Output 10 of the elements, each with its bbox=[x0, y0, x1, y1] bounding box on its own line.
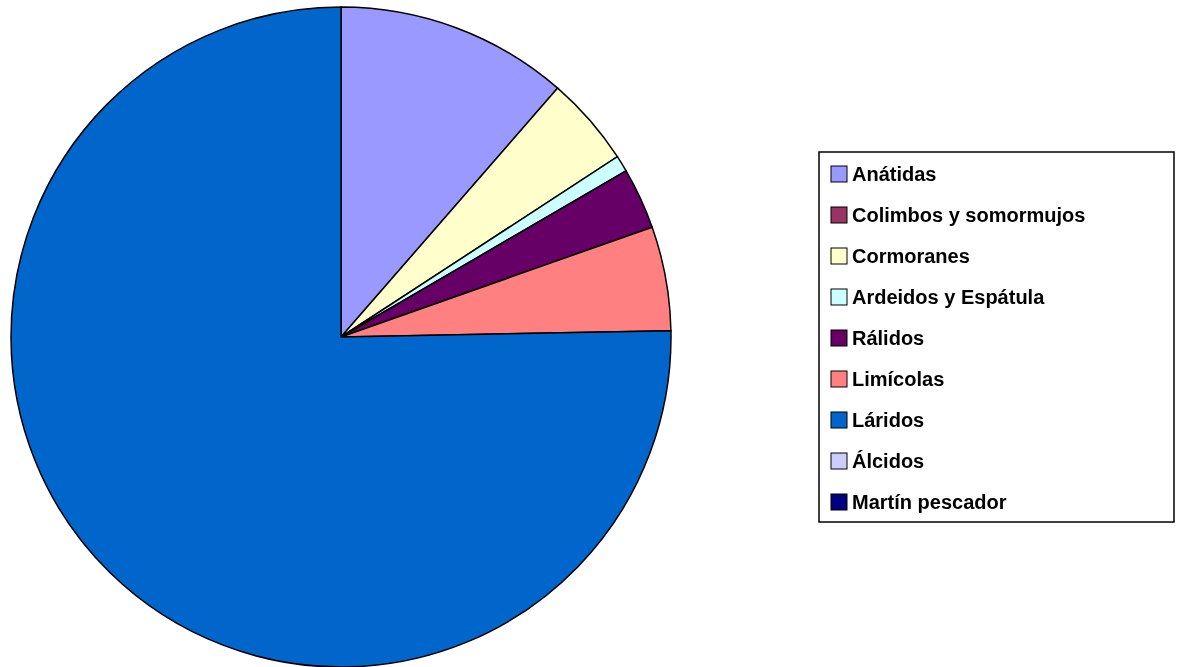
legend-label: Cormoranes bbox=[852, 245, 970, 267]
legend-label: Láridos bbox=[852, 409, 925, 431]
legend-label: Álcidos bbox=[852, 450, 925, 472]
pie-slice bbox=[10, 6, 672, 667]
legend-label: Colimbos y somormujos bbox=[852, 204, 1086, 226]
legend-label: Martín pescador bbox=[852, 491, 1007, 513]
legend-label: Anátidas bbox=[852, 163, 937, 185]
legend-label: Ardeidos y Espátula bbox=[852, 286, 1046, 308]
legend-label: Limícolas bbox=[852, 368, 945, 390]
legend-label: Rálidos bbox=[852, 327, 925, 349]
